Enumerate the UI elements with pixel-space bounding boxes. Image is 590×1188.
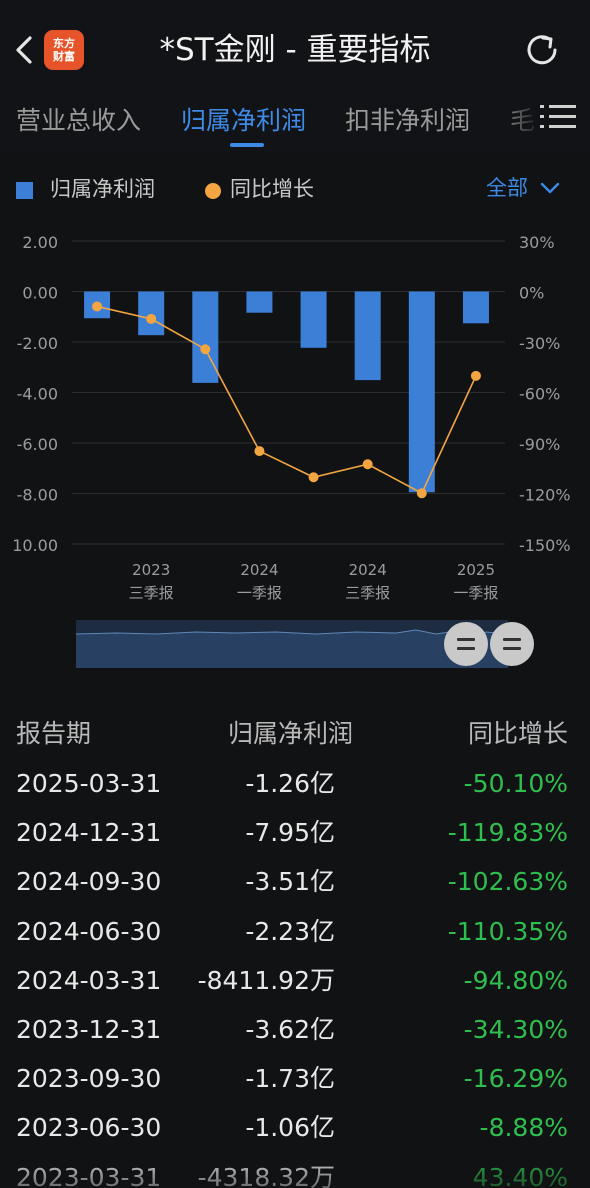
legend-line-dot [205, 183, 221, 199]
logo-text-1: 东方 [53, 37, 75, 50]
y2-axis-tick-label: -120% [519, 486, 571, 505]
table-row[interactable]: 2024-03-31 -8411.92万 -94.80% [0, 963, 590, 1012]
row-net-profit: -2.23亿 [245, 916, 335, 946]
row-net-profit: -7.95亿 [245, 818, 335, 848]
row-net-profit: -8411.92万 [197, 965, 335, 995]
y2-axis-tick-label: -150% [519, 536, 571, 555]
page-title: *ST金刚 - 重要指标 [159, 32, 431, 68]
row-growth: -50.10% [463, 769, 568, 798]
row-date: 2023-06-30 [16, 1113, 162, 1143]
row-growth: -8.88% [479, 1113, 568, 1143]
table-row[interactable]: 2024-06-30 -2.23亿 -110.35% [0, 914, 590, 963]
y-axis-tick-label: -4.00 [17, 385, 58, 404]
growth-point [92, 301, 103, 312]
chart-bar [192, 291, 219, 383]
y-axis-tick-label: 10.00 [12, 536, 58, 555]
row-net-profit: -1.26亿 [245, 769, 335, 798]
row-growth: -110.35% [447, 916, 568, 946]
row-growth: -94.80% [463, 965, 568, 995]
row-net-profit: -3.51亿 [245, 867, 335, 897]
row-growth: -34.30% [463, 1015, 568, 1044]
growth-point [254, 446, 265, 457]
chart-bar [138, 291, 165, 336]
table-row[interactable]: 2024-09-30 -3.51亿 -102.63% [0, 864, 590, 913]
tab-deducted-net-profit[interactable]: 扣非净利润 [345, 106, 471, 135]
period-filter[interactable]: 全部 [486, 176, 528, 200]
row-date: 2024-09-30 [16, 867, 162, 897]
metric-tabs: 营业总收入 归属净利润 扣非净利润 毛 [0, 96, 590, 152]
top-bar: 东方 财富 *ST金刚 - 重要指标 [0, 0, 590, 96]
y-axis-tick-label: 2.00 [22, 233, 58, 252]
growth-point [362, 459, 373, 470]
bottom-fade [0, 1150, 590, 1188]
growth-point [416, 488, 427, 499]
x-axis-period-label: 三季报 [345, 584, 390, 602]
range-handle-left[interactable] [444, 622, 488, 666]
growth-line [96, 305, 477, 495]
chart-bar [408, 291, 435, 493]
y-axis-tick-label: -6.00 [17, 435, 58, 454]
x-axis-year-label: 2025 [457, 561, 495, 579]
y2-axis-tick-label: -30% [519, 334, 560, 353]
back-button[interactable] [8, 30, 40, 70]
row-net-profit: -3.62亿 [245, 1015, 335, 1044]
growth-point [470, 370, 481, 381]
app-logo[interactable]: 东方 财富 [44, 30, 84, 70]
x-axis-period-label: 一季报 [237, 584, 282, 602]
y-axis-tick-label: -8.00 [17, 486, 58, 505]
row-growth: -102.63% [447, 867, 568, 897]
row-date: 2024-03-31 [16, 965, 162, 995]
row-net-profit: -1.06亿 [245, 1113, 335, 1143]
x-axis-period-label: 一季报 [453, 584, 498, 602]
range-handle-right[interactable] [490, 622, 534, 666]
legend-bar-swatch [16, 182, 33, 199]
menu-icon[interactable] [540, 104, 576, 130]
refresh-icon [527, 35, 557, 65]
table-row[interactable]: 2023-06-30 -1.06亿 -8.88% [0, 1110, 590, 1159]
chevron-left-icon [16, 36, 32, 64]
chart-bar [300, 291, 327, 348]
y2-axis-tick-label: -90% [519, 435, 560, 454]
x-axis-period-label: 三季报 [129, 584, 174, 602]
tab-net-profit[interactable]: 归属净利润 [181, 106, 307, 135]
row-growth: -119.83% [447, 818, 568, 848]
table-row[interactable]: 2023-09-30 -1.73亿 -16.29% [0, 1061, 590, 1110]
row-date: 2023-09-30 [16, 1064, 162, 1094]
y-axis-tick-label: -2.00 [17, 334, 58, 353]
row-growth: -16.29% [463, 1064, 568, 1094]
row-date: 2024-06-30 [16, 916, 162, 946]
row-date: 2025-03-31 [16, 769, 162, 798]
y2-axis-tick-label: 0% [519, 284, 544, 303]
row-date: 2024-12-31 [16, 818, 162, 848]
row-net-profit: -1.73亿 [245, 1064, 335, 1094]
header-growth: 同比增长 [467, 719, 568, 748]
logo-text-2: 财富 [53, 50, 75, 63]
net-profit-chart: 2.00 30% 0.00 0% -2.00 -30% -4.00 -60% -6.00 -90%… [12, 233, 571, 602]
chart-bar [246, 291, 273, 313]
y-axis-tick-label: 0.00 [22, 284, 58, 303]
row-date: 2023-12-31 [16, 1015, 162, 1044]
tab-revenue[interactable]: 营业总收入 [16, 106, 142, 135]
x-axis-year-label: 2024 [349, 561, 387, 579]
header-period: 报告期 [16, 719, 92, 748]
growth-point [308, 472, 319, 483]
table-row[interactable]: 2025-03-31 -1.26亿 -50.10% [0, 766, 590, 815]
legend-line-label: 同比增长 [230, 177, 314, 201]
table-row[interactable]: 2024-12-31 -7.95亿 -119.83% [0, 815, 590, 864]
header-net-profit: 归属净利润 [228, 719, 354, 748]
table-row[interactable]: 2023-12-31 -3.62亿 -34.30% [0, 1012, 590, 1061]
chart-bar [462, 291, 489, 324]
x-axis-year-label: 2024 [240, 561, 278, 579]
legend-bar-label: 归属净利润 [50, 177, 155, 201]
chevron-down-icon[interactable] [540, 181, 560, 195]
y2-axis-tick-label: 30% [519, 233, 555, 252]
active-tab-indicator [230, 143, 264, 147]
chart-bar [354, 291, 381, 381]
x-axis-year-label: 2023 [132, 561, 170, 579]
y2-axis-tick-label: -60% [519, 385, 560, 404]
growth-point [200, 344, 211, 355]
refresh-button[interactable] [522, 30, 564, 70]
growth-point [146, 313, 157, 324]
